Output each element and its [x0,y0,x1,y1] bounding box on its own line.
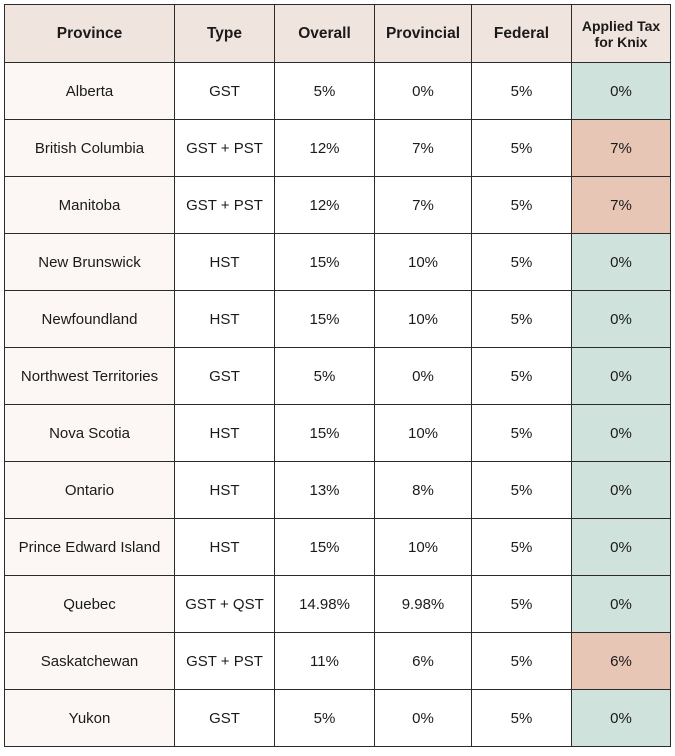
cell-federal: 5% [471,689,572,747]
cell-applied-tax: 0% [571,518,671,576]
table-row: Northwest Territories GST 5% 0% 5% 0% [4,347,671,405]
table-row: Nova Scotia HST 15% 10% 5% 0% [4,404,671,462]
cell-province: British Columbia [4,119,175,177]
cell-applied-tax: 0% [571,575,671,633]
header-applied-tax: Applied Tax for Knix [571,4,671,63]
cell-province: Nova Scotia [4,404,175,462]
table-row: British Columbia GST + PST 12% 7% 5% 7% [4,119,671,177]
cell-type: GST + PST [174,632,275,690]
cell-overall: 12% [274,176,375,234]
cell-type: GST [174,347,275,405]
header-type: Type [174,4,275,63]
cell-applied-tax: 0% [571,62,671,120]
cell-federal: 5% [471,347,572,405]
table-row: Saskatchewan GST + PST 11% 6% 5% 6% [4,632,671,690]
cell-applied-tax: 7% [571,176,671,234]
header-provincial: Provincial [374,4,472,63]
table-row: New Brunswick HST 15% 10% 5% 0% [4,233,671,291]
table-row: Quebec GST + QST 14.98% 9.98% 5% 0% [4,575,671,633]
cell-province: Alberta [4,62,175,120]
tax-table: Province Type Overall Provincial Federal… [4,4,671,747]
cell-overall: 15% [274,404,375,462]
cell-province: Yukon [4,689,175,747]
table-body: Alberta GST 5% 0% 5% 0% British Columbia GST + … [4,62,671,747]
cell-applied-tax: 0% [571,233,671,291]
cell-province: Saskatchewan [4,632,175,690]
cell-type: HST [174,518,275,576]
header-federal: Federal [471,4,572,63]
cell-province: Prince Edward Island [4,518,175,576]
cell-overall: 15% [274,290,375,348]
cell-provincial: 0% [374,689,472,747]
cell-type: HST [174,404,275,462]
cell-federal: 5% [471,404,572,462]
cell-type: GST + PST [174,119,275,177]
cell-overall: 11% [274,632,375,690]
cell-applied-tax: 0% [571,461,671,519]
cell-type: HST [174,461,275,519]
cell-type: GST + QST [174,575,275,633]
cell-provincial: 0% [374,62,472,120]
cell-overall: 15% [274,518,375,576]
cell-applied-tax: 6% [571,632,671,690]
cell-provincial: 7% [374,176,472,234]
cell-type: GST + PST [174,176,275,234]
cell-overall: 5% [274,347,375,405]
cell-applied-tax: 0% [571,689,671,747]
cell-federal: 5% [471,290,572,348]
cell-overall: 14.98% [274,575,375,633]
table-header: Province Type Overall Provincial Federal… [4,4,671,63]
cell-provincial: 6% [374,632,472,690]
cell-overall: 12% [274,119,375,177]
table-row: Yukon GST 5% 0% 5% 0% [4,689,671,747]
cell-applied-tax: 0% [571,347,671,405]
table-row: Prince Edward Island HST 15% 10% 5% 0% [4,518,671,576]
cell-applied-tax: 0% [571,290,671,348]
cell-province: Ontario [4,461,175,519]
table-row: Ontario HST 13% 8% 5% 0% [4,461,671,519]
cell-applied-tax: 7% [571,119,671,177]
table-row: Newfoundland HST 15% 10% 5% 0% [4,290,671,348]
cell-provincial: 0% [374,347,472,405]
cell-provincial: 7% [374,119,472,177]
cell-province: Manitoba [4,176,175,234]
cell-overall: 13% [274,461,375,519]
cell-overall: 15% [274,233,375,291]
cell-province: New Brunswick [4,233,175,291]
cell-type: HST [174,290,275,348]
header-province: Province [4,4,175,63]
cell-federal: 5% [471,575,572,633]
cell-provincial: 9.98% [374,575,472,633]
cell-federal: 5% [471,119,572,177]
cell-federal: 5% [471,62,572,120]
cell-provincial: 10% [374,290,472,348]
cell-federal: 5% [471,233,572,291]
cell-provincial: 10% [374,404,472,462]
header-row: Province Type Overall Provincial Federal… [4,4,671,63]
cell-federal: 5% [471,518,572,576]
table-row: Manitoba GST + PST 12% 7% 5% 7% [4,176,671,234]
cell-federal: 5% [471,176,572,234]
cell-type: GST [174,62,275,120]
table-row: Alberta GST 5% 0% 5% 0% [4,62,671,120]
cell-province: Newfoundland [4,290,175,348]
header-overall: Overall [274,4,375,63]
cell-federal: 5% [471,632,572,690]
cell-province: Quebec [4,575,175,633]
cell-federal: 5% [471,461,572,519]
cell-provincial: 10% [374,233,472,291]
cell-overall: 5% [274,62,375,120]
cell-type: HST [174,233,275,291]
cell-type: GST [174,689,275,747]
cell-overall: 5% [274,689,375,747]
cell-applied-tax: 0% [571,404,671,462]
cell-provincial: 10% [374,518,472,576]
cell-province: Northwest Territories [4,347,175,405]
cell-provincial: 8% [374,461,472,519]
